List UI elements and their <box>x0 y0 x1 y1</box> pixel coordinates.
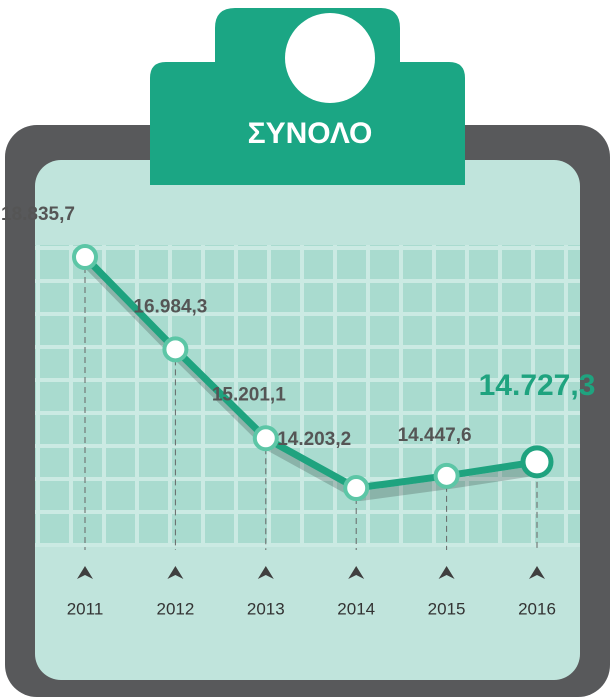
x-tick-label: 2015 <box>428 599 466 618</box>
value-label: 14.203,2 <box>277 429 351 450</box>
tick-arrow <box>529 566 545 579</box>
x-tick-label: 2013 <box>247 599 285 618</box>
tick-arrow <box>438 566 455 579</box>
x-tick-label: 2011 <box>67 599 104 618</box>
point <box>343 475 370 501</box>
line <box>82 254 538 492</box>
tick-arrow <box>257 566 274 579</box>
value-label: 15.201,1 <box>212 384 286 405</box>
tick-arrow <box>348 566 365 579</box>
point <box>252 425 279 452</box>
point <box>520 445 554 479</box>
point <box>162 336 189 363</box>
value-label: 18.835,7 <box>1 204 75 225</box>
tick-arrow <box>167 566 184 579</box>
tick-arrow <box>77 566 93 579</box>
point <box>433 462 460 489</box>
point <box>72 244 98 270</box>
chart-title: ΣΥΝΟΛΟ <box>248 117 373 150</box>
clip-hole <box>285 13 375 103</box>
x-tick-label: 2016 <box>518 599 556 618</box>
grid-area <box>35 245 580 547</box>
value-label: 14.447,6 <box>398 425 472 446</box>
value-label-highlight: 14.727,3 <box>479 369 596 402</box>
x-tick-label: 2014 <box>337 599 375 618</box>
plot: 2011 2012 2013 2014 2015 2016 18.835,7 16.984,3… <box>1 204 595 618</box>
value-label: 16.984,3 <box>133 296 207 317</box>
x-tick-label: 2012 <box>156 599 194 618</box>
